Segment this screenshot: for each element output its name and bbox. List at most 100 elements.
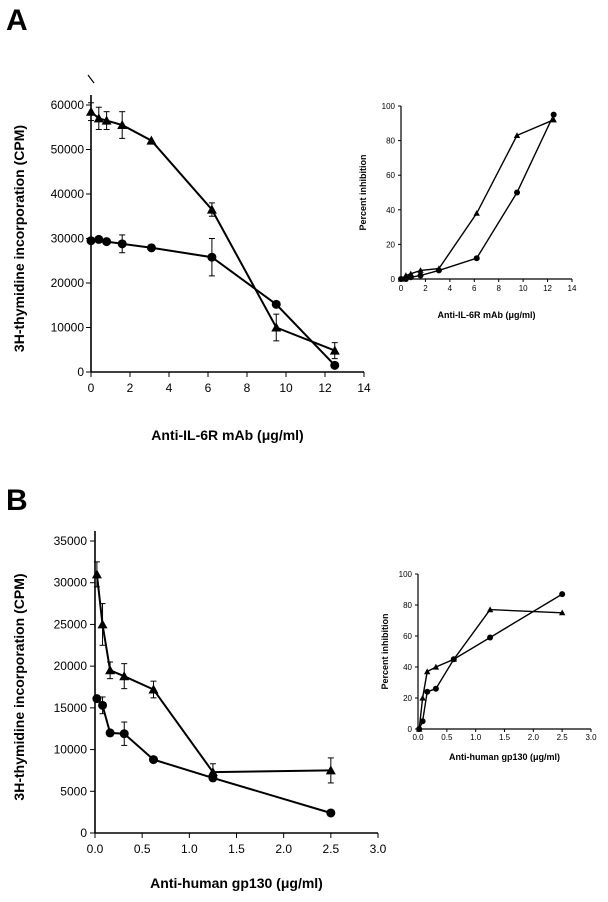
- data-point-circle: [326, 808, 336, 818]
- data-point-triangle: [424, 668, 431, 675]
- x-tick-label: 0: [399, 284, 404, 293]
- series-line-triangle: [400, 119, 554, 280]
- data-point-circle: [424, 688, 431, 695]
- x-tick-label: 12: [543, 284, 552, 293]
- x-tick-label: 2.0: [275, 842, 292, 856]
- x-tick-label: 1.5: [228, 842, 245, 856]
- data-point-circle: [119, 729, 129, 739]
- data-point-triangle: [207, 767, 218, 777]
- x-tick-label: 14: [357, 381, 371, 395]
- y-tick-label: 80: [386, 137, 395, 146]
- y-tick-label: 0: [391, 275, 396, 284]
- x-tick-label: 14: [568, 284, 577, 293]
- data-point-circle: [416, 726, 423, 732]
- x-tick-label: 0.0: [412, 733, 424, 742]
- y-tick-label: 80: [403, 601, 412, 610]
- data-point-circle: [450, 656, 457, 663]
- x-tick-label: 1.5: [499, 733, 511, 742]
- data-point-circle: [148, 755, 158, 765]
- y-tick-label: 60000: [51, 98, 85, 112]
- x-tick-label: 0.5: [441, 733, 453, 742]
- y-tick-label: 40000: [51, 187, 85, 201]
- x-tick-label: 3.0: [585, 733, 597, 742]
- y-tick-label: 40: [403, 663, 412, 672]
- y-tick-label: 60: [403, 632, 412, 641]
- x-tick-label: 0.0: [87, 842, 104, 856]
- data-point-circle: [146, 243, 156, 253]
- data-point-circle: [419, 718, 426, 725]
- x-tick-label: 10: [519, 284, 528, 293]
- data-point-circle: [407, 274, 414, 281]
- x-tick-label: 10: [279, 381, 293, 395]
- x-axis-title: Anti-IL-6R mAb (μg/ml): [151, 427, 303, 443]
- data-point-circle: [330, 360, 340, 370]
- x-tick-label: 0.5: [134, 842, 151, 856]
- x-axis-title: Anti-human gp130 (μg/ml): [150, 875, 323, 891]
- data-point-triangle: [101, 115, 112, 125]
- data-point-circle: [435, 267, 442, 274]
- series-line-circle: [96, 698, 332, 814]
- data-point-circle: [550, 111, 557, 118]
- chart-a-main: 0 2 4 6 8 10 12 14 0 10000 20000 30000 40000 50000 600…: [11, 74, 371, 443]
- data-point-triangle: [119, 671, 130, 681]
- y-tick-label: 0: [408, 725, 413, 734]
- data-point-triangle: [486, 606, 494, 613]
- y-axis-title: Percent inhibition: [380, 613, 390, 689]
- data-point-triangle: [86, 106, 96, 116]
- x-tick-label: 6: [205, 381, 212, 395]
- data-point-triangle: [432, 663, 440, 670]
- x-tick-label: 2: [423, 284, 428, 293]
- x-tick-label: 0: [88, 381, 95, 395]
- data-point-triangle: [93, 113, 104, 123]
- data-point-triangle: [117, 120, 128, 129]
- data-point-circle: [487, 634, 494, 641]
- y-tick-label: 100: [399, 570, 413, 579]
- data-point-triangle: [206, 204, 217, 214]
- data-point-circle: [117, 239, 127, 249]
- data-point-circle: [398, 276, 404, 282]
- data-point-circle: [402, 276, 409, 282]
- y-tick-label: 20: [403, 694, 412, 703]
- data-point-triangle: [329, 345, 340, 355]
- data-point-triangle: [559, 609, 566, 616]
- y-tick-label: 20: [386, 240, 395, 249]
- series-line-circle: [401, 114, 555, 280]
- y-tick-label: 30000: [51, 232, 85, 246]
- x-tick-label: 1.0: [181, 842, 198, 856]
- series-line-circle: [418, 593, 563, 730]
- axis-break-mark: [87, 74, 95, 84]
- data-point-circle: [105, 728, 115, 738]
- x-tick-label: 2.0: [528, 733, 540, 742]
- data-point-triangle: [97, 619, 108, 629]
- y-axis-title: 3H-thymidine incorporation (CPM): [11, 125, 27, 352]
- y-tick-label: 0: [80, 826, 87, 840]
- series-line-triangle: [95, 574, 331, 774]
- data-point-circle: [98, 700, 108, 710]
- x-tick-label: 4: [448, 284, 453, 293]
- data-point-circle: [514, 189, 521, 196]
- y-tick-label: 20000: [54, 659, 88, 673]
- data-point-circle: [102, 237, 112, 247]
- y-axis-title: Percent inhibition: [358, 154, 368, 230]
- data-point-triangle: [419, 694, 426, 701]
- panel-label-a: A: [6, 4, 28, 37]
- x-tick-label: 4: [166, 381, 173, 395]
- y-tick-label: 10000: [51, 321, 85, 335]
- series-line-triangle: [90, 110, 336, 352]
- series-line-triangle: [418, 608, 563, 730]
- y-tick-label: 40: [386, 206, 395, 215]
- x-tick-label: 12: [318, 381, 332, 395]
- data-point-triangle: [417, 267, 424, 273]
- x-tick-label: 1.0: [470, 733, 482, 742]
- x-tick-label: 3.0: [370, 842, 387, 856]
- data-point-triangle: [550, 116, 557, 123]
- y-tick-label: 35000: [54, 534, 88, 548]
- x-tick-label: 6: [472, 284, 477, 293]
- y-tick-label: 30000: [54, 576, 88, 590]
- y-axis-title: 3H-thymidine incorporation (CPM): [11, 573, 27, 800]
- data-point-circle: [86, 236, 96, 246]
- x-tick-label: 2: [127, 381, 134, 395]
- y-tick-label: 20000: [51, 276, 85, 290]
- x-axis-title: Anti-human gp130 (μg/ml): [449, 752, 560, 762]
